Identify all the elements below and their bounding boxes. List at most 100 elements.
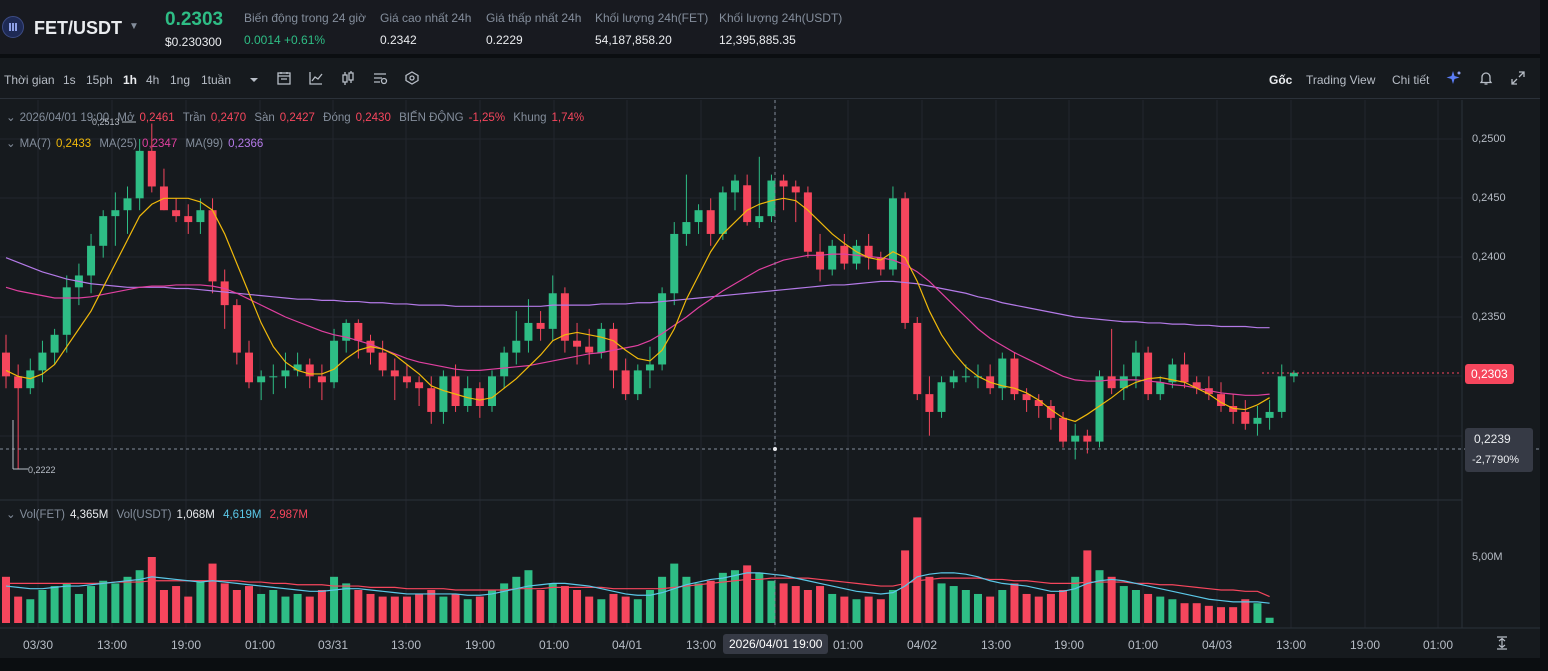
candle-body	[779, 180, 788, 187]
vol-fet-value: 4,365M	[70, 509, 109, 521]
legend-close: 0,2430	[355, 112, 391, 124]
interval-15ph[interactable]: 15ph	[86, 73, 113, 87]
bell-icon[interactable]	[1478, 70, 1494, 86]
tab-trading-view[interactable]: Trading View	[1306, 73, 1376, 87]
volume-bar	[779, 583, 788, 623]
candle-body	[1107, 376, 1116, 389]
candle-body	[281, 370, 290, 377]
candle-body	[390, 370, 399, 377]
volume-bar	[816, 586, 825, 623]
volume-bar	[1168, 599, 1177, 623]
candle-body	[1156, 382, 1165, 395]
candle-body	[1168, 364, 1177, 383]
volume-bar	[123, 576, 132, 623]
candle-body	[245, 352, 253, 383]
volume-bar	[208, 563, 217, 623]
candlestick-chart[interactable]	[0, 58, 1540, 658]
volume-bar	[50, 586, 59, 623]
line-chart-icon[interactable]	[308, 70, 324, 86]
candle-body	[670, 233, 679, 294]
volume-bar	[670, 563, 679, 623]
volume-bar	[1204, 605, 1213, 623]
volume-legend: ⌄ Vol(FET) 4,365M Vol(USDT) 1,068M 4,619M 2…	[6, 507, 313, 521]
volume-bar	[257, 593, 266, 623]
volume-bar	[743, 565, 752, 623]
volume-bar	[281, 596, 290, 623]
chart-toolbar: Thời gian 1s 15ph 1h 4h 1ng 1tuần Gốc Tr…	[0, 60, 1540, 98]
volume-bar	[658, 576, 667, 623]
indicator-icon[interactable]	[276, 70, 292, 86]
candle-body	[937, 382, 946, 412]
legend-close-label: Đóng	[323, 112, 351, 124]
ma99-line	[5, 257, 1270, 329]
volume-bar	[986, 596, 995, 623]
ma7-label: MA(7)	[19, 138, 51, 150]
chart-style-icon[interactable]	[372, 70, 388, 86]
stat-low: Giá thấp nhất 24h 0.2229	[486, 11, 581, 47]
candle-body	[998, 358, 1007, 389]
volume-bar	[803, 590, 812, 623]
vol-collapse-icon[interactable]: ⌄	[6, 509, 16, 521]
volume-bar	[475, 596, 484, 623]
legend-collapse-icon[interactable]: ⌄	[6, 112, 16, 124]
candle-body	[1046, 406, 1055, 418]
tab-chi-tiet[interactable]: Chi tiết	[1392, 73, 1430, 87]
stat-value: 54,187,858.20	[595, 33, 672, 47]
candle-body	[2, 352, 10, 377]
interval-4h[interactable]: 4h	[146, 73, 160, 87]
volume-bar	[512, 576, 521, 623]
time-tick: 04/01	[612, 638, 643, 652]
time-tick: 04/02	[907, 638, 938, 652]
candle-body	[184, 216, 193, 223]
volume-bar	[1095, 570, 1104, 623]
price-tick: 0,2450	[1472, 192, 1506, 204]
volume-bar	[925, 576, 934, 623]
volume-bar	[439, 596, 448, 623]
interval-1ng[interactable]: 1ng	[170, 73, 191, 87]
volume-bar	[172, 586, 181, 623]
candle-body	[767, 180, 776, 217]
interval-1h[interactable]: 1h	[123, 73, 138, 87]
stat-change: Biến động trong 24 giờ 0.0014 +0.61%	[244, 11, 366, 47]
volume-bar	[38, 590, 47, 623]
volume-bar	[706, 580, 715, 623]
volume-bar	[1180, 603, 1189, 623]
candle-body	[439, 376, 448, 412]
volume-bar	[378, 596, 387, 623]
candle-body	[172, 210, 181, 217]
volume-bar	[949, 586, 958, 623]
time-tick: 01:00	[833, 638, 864, 652]
ai-sparkle-icon[interactable]	[1446, 70, 1462, 86]
stat-value: 0.2229	[486, 33, 523, 47]
candle-body	[427, 388, 436, 412]
volume-bar	[342, 583, 351, 623]
volume-bar	[1119, 586, 1128, 623]
candle-body	[560, 293, 569, 341]
candle-settings-icon[interactable]	[340, 70, 356, 86]
volume-bar	[998, 590, 1007, 623]
candle-body	[949, 376, 958, 383]
volume-bar	[864, 596, 873, 623]
volume-bar	[961, 590, 970, 623]
volume-ma2-line	[6, 577, 1270, 598]
layers-icon[interactable]	[404, 70, 420, 86]
pair-caret-icon[interactable]: ▼	[129, 21, 139, 32]
interval-1s[interactable]: 1s	[63, 73, 76, 87]
interval-1tuan[interactable]: 1tuần	[201, 73, 232, 87]
expand-icon[interactable]	[1510, 70, 1526, 86]
axis-scale-icon[interactable]	[1494, 635, 1510, 651]
candle-body	[1131, 352, 1140, 377]
chart-panel	[0, 58, 1540, 658]
candle-body	[293, 364, 302, 371]
caret-down-icon[interactable]	[246, 72, 262, 88]
volume-bar	[220, 583, 229, 623]
volume-bar	[463, 599, 472, 623]
ma-collapse-icon[interactable]: ⌄	[6, 138, 16, 150]
pair-name[interactable]: FET/USDT	[34, 18, 122, 38]
volume-bar	[1083, 550, 1092, 623]
candle-body	[816, 251, 825, 270]
tab-goc[interactable]: Gốc	[1269, 73, 1293, 87]
volume-bar	[791, 586, 800, 623]
volume-bar	[1071, 576, 1080, 623]
volume-bar	[366, 593, 375, 623]
